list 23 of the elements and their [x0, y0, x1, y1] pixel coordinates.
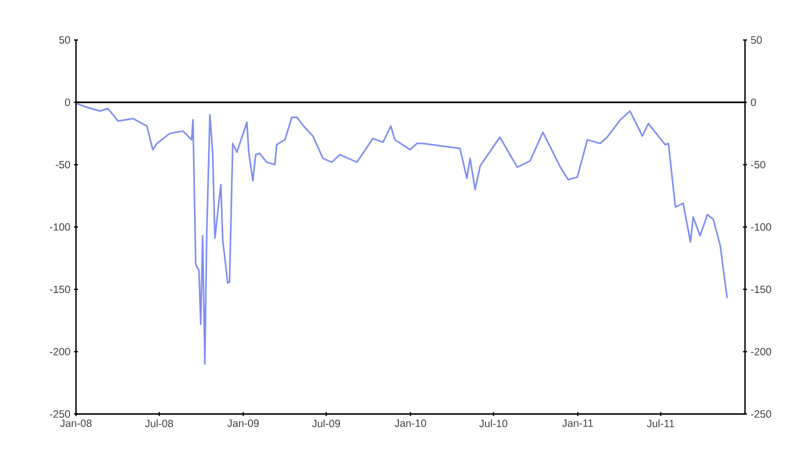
y-tick-label: -200 — [50, 348, 70, 356]
x-tick-label: Jul-11 — [646, 420, 674, 428]
y-tick-label: 0 — [65, 98, 70, 106]
y-tick-label: 50 — [59, 36, 70, 44]
y-tick-label: -100 — [50, 223, 70, 231]
x-tick-label: Jan-09 — [227, 420, 259, 427]
y2-tick-label: -200 — [751, 348, 772, 356]
x-tick-label: Jul-10 — [479, 420, 508, 428]
y2-tick-label: -100 — [751, 223, 772, 231]
x-tick-label: Jan-08 — [60, 420, 92, 427]
x-tick-label: Jul-08 — [145, 420, 174, 428]
x-tick-label: Jan-10 — [394, 420, 426, 427]
y-tick-label: -250 — [50, 410, 70, 418]
y2-tick-label: -150 — [751, 286, 772, 294]
x-tick-label: Jul-09 — [312, 420, 340, 428]
x-tick-label: Jan-11 — [562, 420, 593, 427]
y2-tick-label: 50 — [750, 36, 762, 44]
line-series — [76, 102, 728, 365]
y2-tick-label: 0 — [750, 98, 756, 106]
y2-tick-label: -250 — [751, 410, 772, 418]
y-tick-label: -50 — [56, 160, 70, 168]
y-tick-label: -150 — [50, 286, 70, 294]
y2-tick-label: -50 — [751, 160, 766, 168]
